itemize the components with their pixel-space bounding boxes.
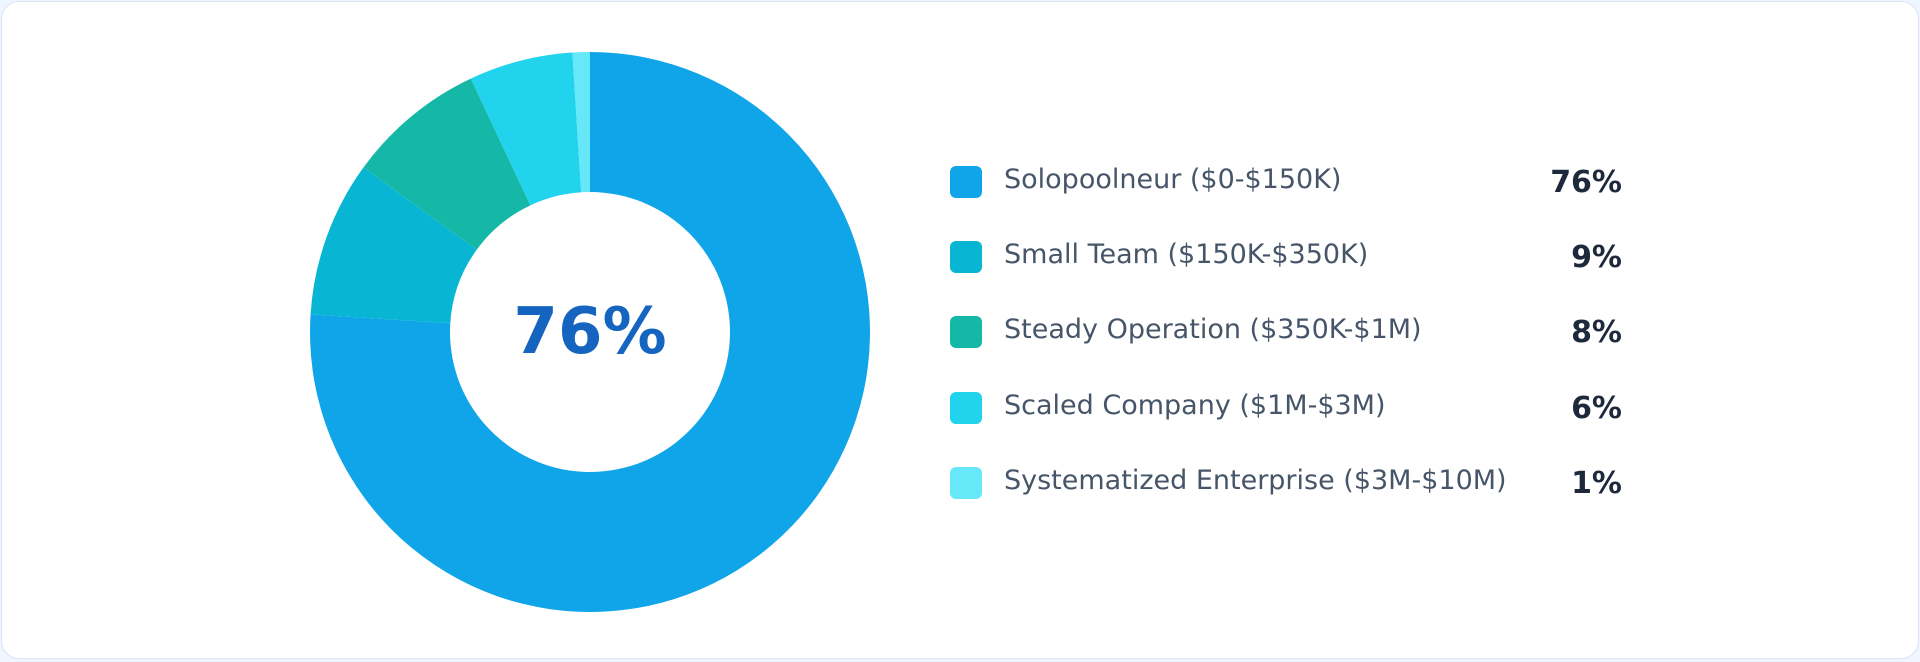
legend-swatch — [950, 241, 982, 273]
legend-value: 1% — [1571, 466, 1622, 501]
donut-center-label: 76% — [513, 295, 667, 369]
legend-item: Solopoolneur ($0-$150K) 76% — [950, 162, 1622, 202]
donut-slice — [310, 167, 477, 324]
legend-swatch — [950, 392, 982, 424]
legend-label: Steady Operation ($350K-$1M) — [1004, 314, 1422, 345]
legend-value: 8% — [1571, 315, 1622, 350]
legend-label: Solopoolneur ($0-$150K) — [1004, 164, 1342, 195]
legend-swatch — [950, 316, 982, 348]
legend-label: Scaled Company ($1M-$3M) — [1004, 390, 1386, 421]
legend-item: Steady Operation ($350K-$1M) 8% — [950, 312, 1622, 352]
legend-value: 76% — [1550, 165, 1622, 200]
legend-item: Scaled Company ($1M-$3M) 6% — [950, 388, 1622, 428]
donut-slice — [572, 52, 590, 193]
donut-slice — [363, 78, 531, 250]
legend-item: Systematized Enterprise ($3M-$10M) 1% — [950, 463, 1622, 503]
donut-slice — [470, 52, 582, 206]
legend-value: 6% — [1571, 391, 1622, 426]
legend-swatch — [950, 166, 982, 198]
legend-label: Systematized Enterprise ($3M-$10M) — [1004, 465, 1507, 496]
legend-value: 9% — [1571, 240, 1622, 275]
legend-item: Small Team ($150K-$350K) 9% — [950, 237, 1622, 277]
donut-slice — [310, 52, 870, 612]
legend-swatch — [950, 467, 982, 499]
legend-label: Small Team ($150K-$350K) — [1004, 239, 1369, 270]
